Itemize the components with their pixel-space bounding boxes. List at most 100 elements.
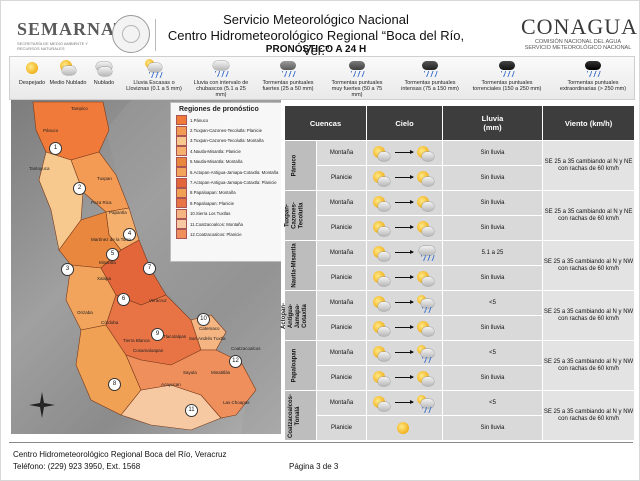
rain-cell: Sin lluvia [442,140,544,166]
zone-cell: Planicie [315,365,368,391]
region-number-12: 12 [229,355,242,368]
legend-label: Despejado [18,80,46,86]
region-label: 9.Papaloapan: Planicie [190,200,234,206]
wind-cell: SE 25 a 35 cambiando al N y NW con racha… [542,290,636,341]
header-cielo: Cielo [366,105,444,141]
arrow-right-icon [394,150,414,154]
place-label: Tierra Blanca [123,338,150,343]
arrow-right-icon [394,175,414,179]
zone-cell: Montaña [315,390,368,416]
place-label: Poza Rica [91,200,112,205]
region-label: 7.Actopan-Antigua-Jamapa-Cotaxtla: Plani… [190,180,277,186]
zone-cell: Planicie [315,165,368,191]
swatch-region-8 [176,187,187,198]
legend-label: Lluvia con intervalo de chubascos (5.1 a… [193,80,249,98]
legend-label: Lluvia Escasas o Lloviznas (0.1 a 5 mm) [126,80,182,92]
drizzle-icon [145,59,163,78]
basin-name: Actopan-Antigua-Jamapa-Cotaxtla [281,302,308,329]
legend-item-tormentas-fuertes: Tormentas puntuales fuertes (25 a 50 mm) [260,59,316,92]
rain-cell: <5 [442,340,544,366]
legend-label: Tormentas puntuales extraordinarias (> 2… [559,80,627,92]
region-number-8: 8 [108,378,121,391]
zone-cell: Montaña [315,190,368,216]
legend-item-medio-nublado: Medio Nublado [46,59,90,86]
region-label: 2.Tuxpan-Cazones-Tecolutla: Planicie [190,128,262,134]
swatch-region-4 [176,146,187,157]
region-number-9: 9 [151,328,164,341]
place-label: Orizaba [77,310,93,315]
map-legend-row-7: 7.Actopan-Antigua-Jamapa-Cotaxtla: Plani… [176,177,281,188]
place-label: Pánuco [43,128,59,133]
sky-cell [366,415,444,441]
region-number-7: 7 [143,262,156,275]
veracruz-forecast-map: Regiones de pronóstico 1.Pánuco 2.Tuxpan… [11,100,281,434]
place-label: Veracruz [149,298,167,303]
basin-cell: Actopan-Antigua-Jamapa-Cotaxtla [281,290,317,341]
region-label: 1.Pánuco [190,117,209,123]
sky-cell [366,340,444,366]
arrow-right-icon [394,225,414,229]
arrow-right-icon [394,200,414,204]
region-number-1: 1 [49,142,62,155]
region-label: 8.Papaloapan: Montaña [190,190,236,196]
title-line-1: Servicio Meteorológico Nacional [223,12,409,27]
footer-phone: Teléfono: (229) 923 3950, Ext. 1568 [13,462,141,471]
region-number-2: 2 [73,182,86,195]
sky-cell [366,365,444,391]
rain-cell: <5 [442,290,544,316]
sky-cell [366,265,444,291]
place-label: Tantoyuca [29,166,50,171]
table-row: Planicie Sin lluvia [285,165,635,191]
legend-label: Tormentas puntuales muy fuertes (50 a 75… [331,80,383,98]
swatch-region-7 [176,177,187,188]
legend-label: Tormentas puntuales torrenciales (150 a … [472,80,542,92]
region-label: 3.Tuxpan-Cazones-Tecolutla: Montaña [190,138,264,144]
basin-name: Tuxpan-Cazones-Tecolutla [284,202,305,229]
legend-item-tormentas-extraordinarias: Tormentas puntuales extraordinarias (> 2… [556,59,630,92]
legend-item-tormentas-torrenciales: Tormentas puntuales torrenciales (150 a … [472,59,542,92]
conagua-subtitle: COMISIÓN NACIONAL DEL AGUA SERVICIO METE… [524,39,632,51]
semarnat-logo: SEMARNAT SECRETARÍA DE MEDIO AMBIENTE Y … [17,15,150,55]
place-label: San Andrés Tuxtla [189,336,226,341]
zone-cell: Montaña [315,240,368,266]
weather-legend: Despejado Medio Nublado Nublado Lluvia E… [9,56,635,100]
place-label: Acayucan [161,382,181,387]
page-number: Página 3 de 3 [289,462,339,471]
region-number-5: 5 [106,248,119,261]
storm-very-strong-icon [348,59,366,77]
legend-item-chubascos: Lluvia con intervalo de chubascos (5.1 a… [190,59,252,98]
swatch-region-1 [176,115,187,126]
partly-cloudy-icon [59,59,77,77]
region-number-10: 10 [197,313,210,326]
place-label: Tampico [71,106,88,111]
legend-item-tormentas-intensas: Tormentas puntuales intensas (75 a 150 m… [400,59,460,92]
sky-cell [366,190,444,216]
place-label: Catemaco [199,326,220,331]
region-label: 10.Sierra Los Tuxtlas [190,211,231,217]
sky-cell [366,390,444,416]
place-label: Xalapa [97,276,112,281]
wind-cell: SE 25 a 35 cambiando al N y NE con racha… [542,190,636,241]
place-label: Tuxpan [97,176,112,181]
storm-strong-icon [279,59,297,77]
title-line-2: Centro Hidrometeorológico Regional “Boca… [167,28,465,58]
place-label: Cosamaloapan [133,348,164,353]
map-legend-row-5: 5.Nautla-Misantla: Montaña [176,156,281,167]
wind-cell: SE 25 a 35 cambiando al N y NW con racha… [542,340,636,391]
header-lluvia: Lluvia (mm) [442,105,544,141]
basin-cell: Nautla-Misantla [284,240,317,291]
header-cuencas: Cuencas [283,105,368,141]
map-legend-row-3: 3.Tuxpan-Cazones-Tecolutla: Montaña [176,135,281,146]
region-12-area [125,349,257,419]
rain-cell: Sin lluvia [442,415,544,441]
place-label: Minatitlán [211,370,231,375]
place-label: Córdoba [101,320,119,325]
table-row: Actopan-Antigua-Jamapa-Cotaxtla Montaña … [281,290,636,341]
region-label: 4.Nautla-Misantla: Planicie [190,148,241,154]
storm-extraordinary-icon [584,59,602,77]
arrow-right-icon [394,300,414,304]
region-number-3: 3 [61,263,74,276]
table-row: Papaloapan Montaña <5 SE 25 a 35 cambian… [284,340,636,391]
place-label: Papantla [109,210,127,215]
legend-label: Medio Nublado [49,80,87,86]
